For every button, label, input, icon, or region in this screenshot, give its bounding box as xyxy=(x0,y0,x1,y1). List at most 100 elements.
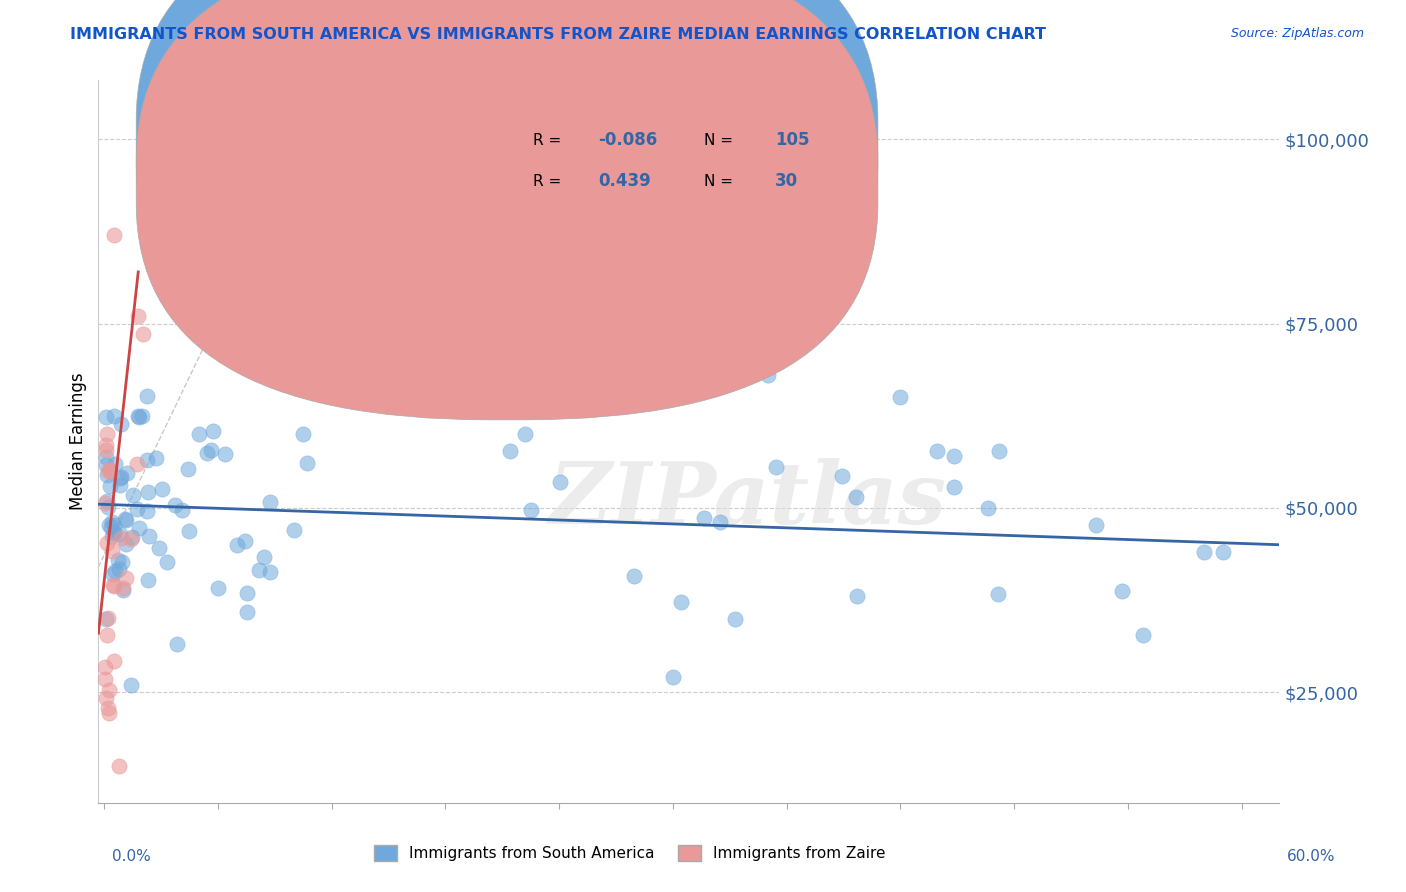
Text: N =: N = xyxy=(704,174,742,189)
Point xyxy=(94,690,117,705)
Point xyxy=(96,628,118,642)
Point xyxy=(104,457,127,471)
Point xyxy=(103,525,125,540)
Point xyxy=(520,503,543,517)
Text: 30: 30 xyxy=(775,172,799,190)
Point xyxy=(1111,583,1133,598)
Point xyxy=(245,317,267,331)
Point xyxy=(131,409,153,423)
Point xyxy=(97,464,120,478)
Point xyxy=(110,531,132,545)
Point xyxy=(103,518,125,533)
Point xyxy=(111,555,134,569)
Point xyxy=(101,567,124,582)
Point xyxy=(120,678,142,692)
Point xyxy=(233,534,256,549)
FancyBboxPatch shape xyxy=(136,0,877,420)
Point xyxy=(927,443,949,458)
Point xyxy=(152,482,174,496)
Point xyxy=(100,520,122,534)
Point xyxy=(1132,628,1154,642)
Point xyxy=(499,444,522,458)
Point xyxy=(259,494,281,508)
Point xyxy=(127,409,149,423)
Point xyxy=(96,494,118,508)
Text: IMMIGRANTS FROM SOUTH AMERICA VS IMMIGRANTS FROM ZAIRE MEDIAN EARNINGS CORRELATI: IMMIGRANTS FROM SOUTH AMERICA VS IMMIGRA… xyxy=(70,27,1046,42)
Text: Source: ZipAtlas.com: Source: ZipAtlas.com xyxy=(1230,27,1364,40)
Point xyxy=(724,612,747,626)
Point xyxy=(115,571,138,585)
Point xyxy=(138,574,160,588)
Point xyxy=(148,541,170,555)
Point xyxy=(94,450,117,464)
Text: 0.0%: 0.0% xyxy=(112,849,152,863)
Point xyxy=(550,475,572,489)
Point xyxy=(662,670,685,684)
Point xyxy=(623,569,645,583)
Point xyxy=(122,487,145,501)
Point xyxy=(97,611,120,625)
Point xyxy=(114,512,136,526)
Point xyxy=(214,447,236,461)
Point xyxy=(943,480,966,494)
Point xyxy=(226,538,249,552)
Point xyxy=(103,409,125,423)
Point xyxy=(97,500,120,515)
Point xyxy=(987,587,1010,601)
Point xyxy=(94,496,117,510)
Point xyxy=(127,457,149,471)
Point xyxy=(98,463,121,477)
Point xyxy=(96,467,118,482)
Point xyxy=(128,410,150,425)
Y-axis label: Median Earnings: Median Earnings xyxy=(69,373,87,510)
Point xyxy=(1212,545,1234,559)
Point xyxy=(128,521,150,535)
Text: 105: 105 xyxy=(775,131,810,149)
Point xyxy=(136,453,159,467)
Point xyxy=(671,594,693,608)
Point xyxy=(177,524,200,538)
Text: 60.0%: 60.0% xyxy=(1288,849,1336,863)
Point xyxy=(117,466,139,480)
Point xyxy=(94,438,117,452)
Point xyxy=(195,446,218,460)
Point xyxy=(259,565,281,579)
Point xyxy=(96,427,118,442)
Point xyxy=(889,390,911,404)
Point xyxy=(295,456,318,470)
Point xyxy=(177,462,200,476)
Point xyxy=(291,426,314,441)
Point xyxy=(115,537,138,551)
Point xyxy=(145,451,167,466)
Point xyxy=(125,502,148,516)
Point xyxy=(114,513,136,527)
Point xyxy=(127,309,149,323)
Point xyxy=(101,529,124,543)
Point xyxy=(976,501,998,516)
Point xyxy=(624,353,647,368)
Point xyxy=(107,553,129,567)
Point xyxy=(96,612,118,626)
Point xyxy=(101,578,124,592)
Legend: Immigrants from South America, Immigrants from Zaire: Immigrants from South America, Immigrant… xyxy=(368,839,891,867)
Point xyxy=(98,478,121,492)
Point xyxy=(110,469,132,483)
Point xyxy=(108,562,131,576)
Point xyxy=(163,498,186,512)
Point xyxy=(110,478,132,492)
Point xyxy=(94,672,117,686)
Point xyxy=(96,536,118,550)
Point xyxy=(202,424,225,438)
Point xyxy=(166,637,188,651)
Point xyxy=(942,450,965,464)
Point xyxy=(987,443,1010,458)
Point xyxy=(179,310,201,325)
FancyBboxPatch shape xyxy=(464,109,842,218)
Point xyxy=(136,389,159,403)
Point xyxy=(200,443,222,458)
Text: N =: N = xyxy=(704,133,738,148)
Point xyxy=(110,417,132,431)
Point xyxy=(434,301,457,316)
Point xyxy=(709,515,731,529)
Text: R =: R = xyxy=(533,174,571,189)
